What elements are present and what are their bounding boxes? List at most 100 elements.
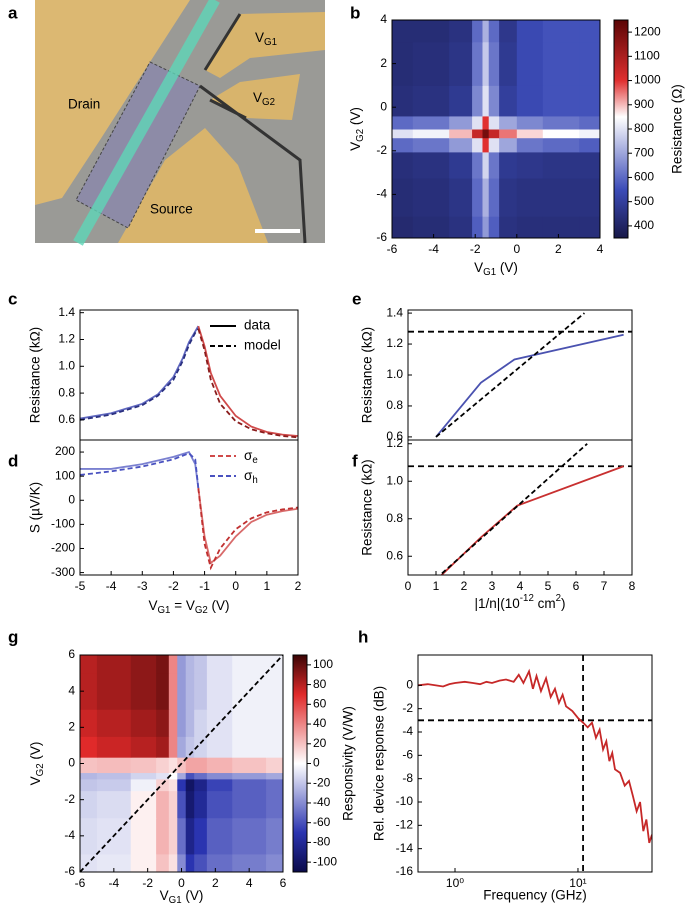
heat-cell [97, 757, 131, 773]
heat-cell [499, 20, 517, 42]
plot-frame [408, 310, 632, 440]
heat-cell [579, 178, 600, 217]
heat-cell [543, 129, 580, 138]
heat-cell [413, 116, 450, 130]
heat-cell [482, 20, 489, 42]
x-tick-label: -2 [142, 876, 153, 890]
heat-cell [517, 178, 544, 217]
text-part: V [148, 598, 157, 613]
heat-cell [169, 709, 178, 737]
text-part: V [474, 260, 483, 275]
heat-cell [413, 138, 450, 153]
colorbar-tick-label: -60 [313, 815, 331, 829]
heat-cell [266, 736, 283, 757]
x-tick-label: 1 [264, 579, 271, 593]
heat-cell [449, 152, 472, 179]
heat-cell [169, 854, 178, 873]
heat-cell [97, 736, 131, 757]
heat-cell [543, 216, 580, 238]
heat-cell [579, 152, 600, 179]
colorbar-tick-label: 80 [313, 677, 327, 691]
x-tick-label: 3 [489, 579, 496, 593]
heat-cell [472, 152, 483, 179]
x-tick-label: 2 [212, 876, 219, 890]
panel-label: h [358, 627, 368, 646]
heat-cell [169, 818, 178, 855]
heat-cell [169, 791, 178, 819]
panel-label: a [8, 3, 18, 22]
heat-cell [177, 673, 186, 710]
colorbar-tick-label: 100 [313, 657, 333, 671]
text-part: -12 [520, 593, 534, 604]
x-tick-label: 7 [601, 579, 608, 593]
heat-cell [499, 116, 517, 130]
colorbar-tick-label: 20 [313, 736, 327, 750]
heat-cell [543, 138, 580, 153]
x-tick-label: 0 [405, 579, 412, 593]
heat-cell [194, 779, 207, 791]
text-part: G2 [355, 129, 366, 142]
x-axis-label: VG1 (V) [160, 888, 204, 906]
heat-cell [517, 20, 544, 42]
x-tick-label: 4 [246, 876, 253, 890]
y-tick-label: -12 [396, 818, 414, 832]
heat-cell [131, 818, 157, 855]
y-tick-label: -100 [51, 517, 75, 531]
y-tick-label: 1.2 [386, 336, 403, 350]
heat-cell [472, 85, 483, 116]
heat-cell [472, 178, 483, 217]
heat-cell [472, 116, 483, 130]
heat-cell [232, 779, 266, 791]
heat-cell [156, 757, 169, 773]
text-part: G1 [483, 267, 496, 278]
x-tick-label: -4 [428, 242, 439, 256]
heat-cell [177, 709, 186, 737]
colorbar-label: Responsivity (V/W) [341, 706, 356, 821]
heat-cell [177, 736, 186, 757]
heat-cell [97, 655, 131, 674]
heat-cell [499, 138, 517, 153]
data-line [80, 453, 198, 488]
heat-cell [131, 736, 157, 757]
colorbar-tick-label: -100 [313, 854, 337, 868]
heat-cell [177, 773, 186, 780]
heat-cell [186, 854, 195, 873]
heat-cell [80, 655, 97, 674]
heat-cell [392, 216, 413, 238]
y-tick-label: 0 [68, 492, 75, 506]
heat-cell [207, 818, 233, 855]
heat-cell [449, 216, 472, 238]
panel-label: g [8, 627, 18, 646]
text-part: (V) [348, 107, 363, 129]
x-tick-label: -2 [168, 579, 179, 593]
heat-cell [472, 42, 483, 86]
heat-cell [499, 152, 517, 179]
heat-cell [472, 129, 483, 138]
x-axis-label: Frequency (GHz) [483, 888, 587, 903]
heat-cell [186, 757, 195, 773]
heat-cell [413, 178, 450, 217]
heat-cell [579, 85, 600, 116]
text-part: V [348, 142, 363, 151]
heat-cell [156, 736, 169, 757]
heat-cell [449, 42, 472, 86]
heat-cell [194, 773, 207, 780]
heat-cell [489, 129, 500, 138]
heat-cell [482, 138, 489, 153]
y-axis-label: Resistance (kΩ) [360, 327, 375, 423]
heat-cell [131, 773, 157, 780]
colorbar [614, 20, 628, 238]
heat-cell [543, 20, 580, 42]
x-tick-label: 0 [232, 579, 239, 593]
y-axis-label: Resistance (kΩ) [28, 327, 43, 423]
heat-cell [207, 736, 233, 757]
heat-cell [232, 773, 266, 780]
text-part: V [160, 888, 169, 903]
y-tick-label: -4 [376, 187, 387, 201]
y-tick-label: 0 [68, 756, 75, 770]
heat-cell [266, 779, 283, 791]
heat-cell [489, 178, 500, 217]
heat-cell [392, 129, 413, 138]
heat-cell [186, 655, 195, 674]
heat-cell [449, 20, 472, 42]
